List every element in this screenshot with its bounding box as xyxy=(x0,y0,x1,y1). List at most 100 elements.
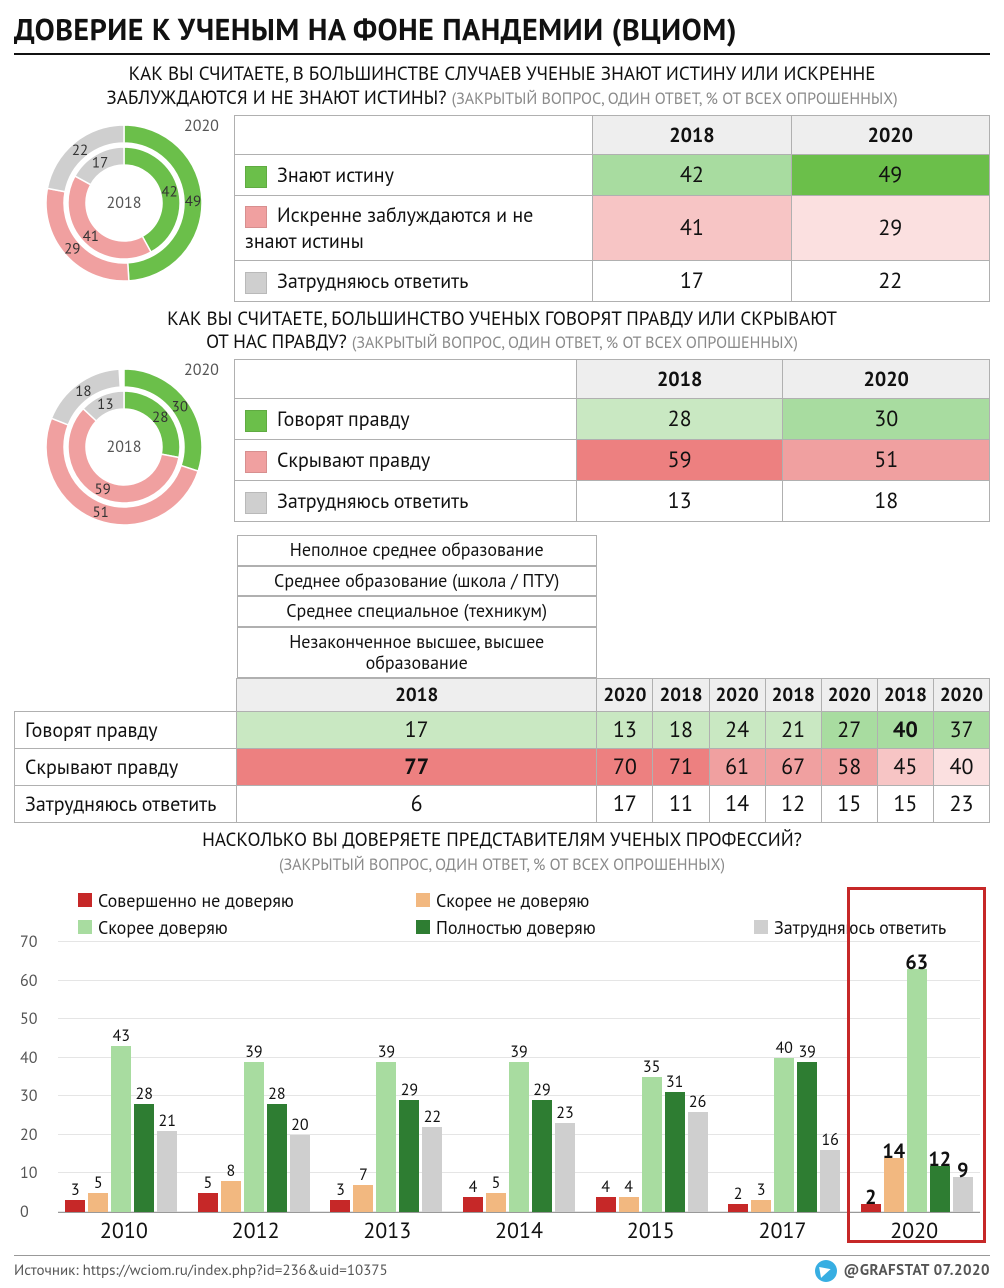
value-cell: 13 xyxy=(576,481,783,522)
swatch-icon xyxy=(245,206,267,228)
svg-text:28: 28 xyxy=(152,408,168,427)
year-header: 2020 xyxy=(783,360,990,399)
x-label: 2014 xyxy=(453,1213,585,1245)
bar-legend: Совершенно не доверяюСкорее не доверяюСк… xyxy=(78,889,980,939)
edu-cell: 70 xyxy=(597,749,653,786)
edu-cell: 15 xyxy=(877,786,933,823)
legend-item: Скорее не доверяю xyxy=(416,889,726,912)
year-header: 2018 xyxy=(877,679,933,712)
bar-value: 8 xyxy=(226,1161,235,1181)
bar-value: 5 xyxy=(94,1173,103,1193)
svg-text:22: 22 xyxy=(72,140,88,159)
value-cell: 29 xyxy=(791,195,989,260)
bar-value: 39 xyxy=(245,1042,262,1062)
svg-text:17: 17 xyxy=(92,153,108,172)
edu-cell: 14 xyxy=(709,786,765,823)
edu-cell: 71 xyxy=(653,749,709,786)
q2-question: КАК ВЫ СЧИТАЕТЕ, БОЛЬШИНСТВО УЧЕНЫХ ГОВО… xyxy=(38,308,966,356)
swatch-icon xyxy=(245,410,267,432)
year-header: 2020 xyxy=(709,679,765,712)
bar-value: 2 xyxy=(865,1184,876,1210)
bar: 12 xyxy=(930,1166,950,1212)
bar: 26 xyxy=(688,1112,708,1212)
answer-label: Затрудняюсь ответить xyxy=(235,481,577,522)
answer-label: Затрудняюсь ответить xyxy=(235,260,593,301)
edu-cell: 40 xyxy=(933,749,989,786)
telegram-icon xyxy=(815,1260,837,1282)
edu-cell: 13 xyxy=(597,712,653,749)
value-cell: 22 xyxy=(791,260,989,301)
bar: 63 xyxy=(907,969,927,1212)
value-cell: 49 xyxy=(791,154,989,195)
x-label: 2010 xyxy=(58,1213,190,1245)
bar-group: 21463129 xyxy=(853,943,980,1212)
swatch-icon xyxy=(245,166,267,188)
bar: 22 xyxy=(422,1127,442,1212)
q2-donut: 30511828591320182020 xyxy=(14,359,234,529)
y-tick: 60 xyxy=(20,971,37,991)
answer-label: Знают истину xyxy=(235,154,593,195)
bar-value: 22 xyxy=(424,1107,441,1127)
edu-row-label: Затрудняюсь ответить xyxy=(15,786,237,823)
bar-value: 21 xyxy=(159,1111,176,1131)
x-label: 2013 xyxy=(321,1213,453,1245)
bar: 3 xyxy=(751,1200,771,1212)
bar: 39 xyxy=(797,1062,817,1212)
bar: 5 xyxy=(198,1193,218,1212)
bar-value: 29 xyxy=(533,1080,550,1100)
bar-group: 58392820 xyxy=(191,943,318,1212)
edu-group-header: Неполное среднее образование xyxy=(237,535,597,566)
bar: 3 xyxy=(330,1200,350,1212)
svg-text:2018: 2018 xyxy=(107,437,142,457)
bar-value: 20 xyxy=(291,1115,308,1135)
y-tick: 30 xyxy=(20,1086,37,1106)
bar: 3 xyxy=(65,1200,85,1212)
bar-value: 28 xyxy=(136,1084,153,1104)
bar-value: 39 xyxy=(798,1042,815,1062)
svg-text:59: 59 xyxy=(94,480,110,499)
x-label: 2020 xyxy=(848,1213,980,1245)
bar-value: 7 xyxy=(359,1165,368,1185)
q1-table: 20182020Знают истину4249Искренне заблужд… xyxy=(234,115,990,302)
value-cell: 18 xyxy=(783,481,990,522)
credit: @GRAFSTAT 07.2020 xyxy=(815,1260,990,1282)
bar-value: 35 xyxy=(643,1057,660,1077)
bar-value: 39 xyxy=(378,1042,395,1062)
value-cell: 28 xyxy=(576,399,783,440)
bar-value: 28 xyxy=(268,1084,285,1104)
swatch-icon xyxy=(245,272,267,294)
x-label: 2017 xyxy=(717,1213,849,1245)
trust-bar-chart: Совершенно не доверяюСкорее не доверяюСк… xyxy=(14,883,990,1247)
bar: 31 xyxy=(665,1092,685,1212)
edu-cell: 77 xyxy=(237,749,597,786)
value-cell: 51 xyxy=(783,440,990,481)
bar-value: 14 xyxy=(882,1138,905,1164)
bar-value: 3 xyxy=(757,1180,766,1200)
svg-text:41: 41 xyxy=(83,227,99,246)
edu-cell: 12 xyxy=(765,786,821,823)
bar: 7 xyxy=(353,1185,373,1212)
edu-cell: 61 xyxy=(709,749,765,786)
edu-cell: 6 xyxy=(237,786,597,823)
year-header: 2020 xyxy=(597,679,653,712)
bar-value: 5 xyxy=(492,1173,501,1193)
svg-text:30: 30 xyxy=(172,397,188,416)
bar: 29 xyxy=(399,1100,419,1212)
question-hint: (ЗАКРЫТЫЙ ВОПРОС, ОДИН ОТВЕТ, % ОТ ВСЕХ … xyxy=(452,89,898,109)
bar: 23 xyxy=(555,1123,575,1212)
value-cell: 41 xyxy=(593,195,791,260)
year-header: 2020 xyxy=(821,679,877,712)
bar: 4 xyxy=(596,1197,616,1212)
year-header: 2018 xyxy=(593,115,791,154)
bar: 39 xyxy=(244,1062,264,1212)
edu-cell: 18 xyxy=(653,712,709,749)
value-cell: 42 xyxy=(593,154,791,195)
bar-value: 23 xyxy=(556,1103,573,1123)
x-label: 2012 xyxy=(190,1213,322,1245)
question-hint: (ЗАКРЫТЫЙ ВОПРОС, ОДИН ОТВЕТ, % ОТ ВСЕХ … xyxy=(352,333,798,353)
bar-value: 3 xyxy=(71,1180,80,1200)
bar: 16 xyxy=(820,1150,840,1212)
edu-cell: 17 xyxy=(237,712,597,749)
bar-value: 3 xyxy=(336,1180,345,1200)
footer: Источник: https://wciom.ru/index.php?id=… xyxy=(14,1255,990,1282)
